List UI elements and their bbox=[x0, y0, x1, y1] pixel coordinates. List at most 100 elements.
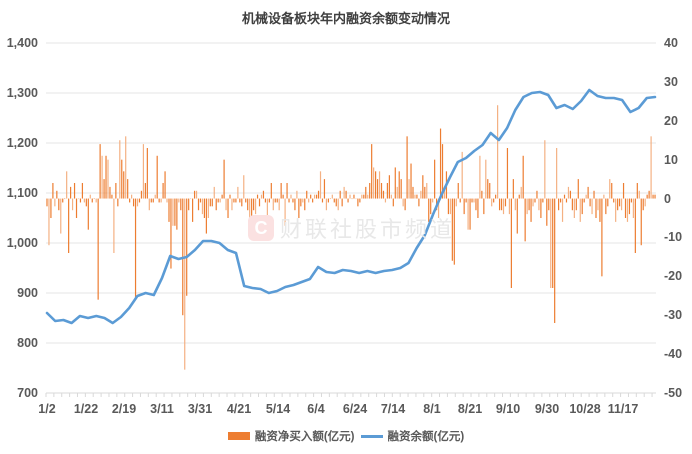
balance-line bbox=[45, 88, 657, 325]
net-buy-bar bbox=[416, 194, 418, 199]
net-buy-bar bbox=[418, 198, 420, 207]
net-buy-bar bbox=[404, 198, 406, 211]
x-axis-tick-label: 7/14 bbox=[380, 402, 406, 416]
net-buy-bar bbox=[640, 198, 642, 246]
net-buy-bar bbox=[193, 190, 196, 199]
net-buy-bar bbox=[103, 179, 105, 199]
net-buy-bar bbox=[50, 198, 52, 218]
net-buy-bar bbox=[81, 183, 84, 199]
net-buy-bar bbox=[579, 198, 581, 222]
net-buy-bar bbox=[624, 198, 627, 218]
net-buy-bar bbox=[382, 190, 385, 199]
net-buy-bar bbox=[331, 194, 333, 199]
net-buy-bar bbox=[471, 198, 473, 203]
net-buy-bar bbox=[422, 175, 424, 199]
net-buy-bar bbox=[162, 183, 164, 199]
net-buy-bar bbox=[339, 190, 341, 199]
net-buy-bar bbox=[272, 198, 274, 211]
net-buy-bar bbox=[99, 144, 101, 199]
net-buy-bar bbox=[68, 198, 70, 253]
net-buy-bar bbox=[375, 171, 377, 199]
net-buy-bar bbox=[654, 194, 656, 199]
net-buy-bar bbox=[71, 198, 74, 211]
net-buy-bar bbox=[355, 198, 357, 200]
net-buy-bar bbox=[197, 198, 200, 211]
net-buy-bar bbox=[170, 198, 172, 269]
net-buy-bar bbox=[617, 198, 619, 211]
net-buy-bar bbox=[367, 194, 369, 199]
net-buy-bar bbox=[211, 198, 213, 207]
legend-item-balance: 融资余额(亿元) bbox=[360, 428, 465, 444]
net-buy-bar bbox=[542, 198, 544, 203]
net-buy-bar bbox=[85, 198, 87, 207]
net-buy-bar bbox=[561, 198, 564, 222]
net-buy-bar bbox=[109, 186, 111, 199]
net-buy-bar bbox=[345, 190, 347, 199]
net-buy-bar bbox=[266, 198, 268, 218]
net-buy-bar bbox=[390, 194, 392, 199]
net-buy-bar bbox=[573, 198, 575, 218]
net-buy-bar bbox=[260, 194, 263, 199]
net-buy-bar bbox=[437, 198, 440, 218]
net-buy-bar bbox=[518, 194, 520, 199]
net-buy-bar bbox=[329, 198, 331, 200]
watermark: C 财联社股市频道 bbox=[248, 212, 455, 244]
net-buy-bar bbox=[111, 194, 113, 199]
net-buy-bar bbox=[461, 151, 463, 199]
net-buy-bar bbox=[209, 198, 211, 207]
net-buy-bar bbox=[439, 128, 442, 199]
net-buy-bar bbox=[58, 198, 60, 211]
net-buy-bar bbox=[199, 198, 202, 203]
legend-label-balance: 融资余额(亿元) bbox=[387, 431, 465, 443]
legend: 融资净买入额(亿元) 融资余额(亿元) bbox=[0, 428, 692, 444]
net-buy-bar bbox=[609, 179, 611, 199]
net-buy-bar bbox=[142, 144, 145, 199]
x-axis-tick-label: 1/22 bbox=[73, 402, 99, 416]
left-axis-tick: 1,300 bbox=[6, 86, 38, 100]
net-buy-bar bbox=[91, 198, 93, 203]
left-axis-tick: 700 bbox=[17, 386, 38, 400]
net-buy-bar bbox=[451, 198, 453, 261]
net-buy-bar bbox=[306, 190, 308, 199]
left-axis-tick: 1,400 bbox=[6, 36, 38, 50]
net-buy-bar bbox=[550, 198, 552, 288]
x-axis-tick-label: 4/21 bbox=[226, 402, 252, 416]
net-buy-bar bbox=[280, 183, 282, 199]
net-buy-bar bbox=[178, 198, 180, 203]
net-buy-bar bbox=[530, 198, 532, 222]
net-buy-bar bbox=[455, 198, 457, 207]
net-buy-bar bbox=[131, 194, 133, 199]
net-buy-bar bbox=[235, 198, 237, 203]
net-buy-bar bbox=[148, 198, 150, 211]
legend-label-net-buy: 融资净买入额(亿元) bbox=[254, 431, 355, 443]
net-buy-bar bbox=[105, 155, 107, 199]
net-buy-bar bbox=[310, 194, 312, 199]
net-buy-bar bbox=[134, 198, 137, 300]
left-axis-tick: 1,000 bbox=[6, 236, 38, 250]
net-buy-bar bbox=[473, 198, 475, 203]
net-buy-bar bbox=[479, 155, 481, 199]
net-buy-bar bbox=[136, 198, 139, 207]
net-buy-bar bbox=[556, 148, 558, 199]
net-buy-bar bbox=[154, 194, 156, 199]
net-buy-bar bbox=[563, 194, 566, 199]
net-buy-bar bbox=[565, 198, 568, 203]
net-buy-bar bbox=[54, 198, 56, 207]
net-buy-bar bbox=[93, 198, 95, 200]
net-buy-bar bbox=[132, 198, 135, 207]
net-buy-bar bbox=[129, 198, 131, 203]
net-buy-bar bbox=[577, 179, 579, 199]
net-buy-bar bbox=[426, 183, 428, 199]
net-buy-bar bbox=[428, 198, 430, 222]
net-buy-bar bbox=[365, 186, 367, 199]
net-buy-bar bbox=[432, 198, 434, 203]
net-buy-bar bbox=[595, 198, 597, 218]
net-buy-bar bbox=[319, 171, 322, 199]
left-axis-tick: 900 bbox=[17, 286, 38, 300]
net-buy-bar bbox=[371, 144, 373, 199]
net-buy-bar bbox=[52, 183, 54, 199]
net-buy-bar bbox=[502, 198, 505, 215]
net-buy-bar bbox=[186, 198, 188, 296]
net-buy-bar bbox=[121, 159, 123, 199]
net-buy-bar bbox=[180, 198, 182, 211]
